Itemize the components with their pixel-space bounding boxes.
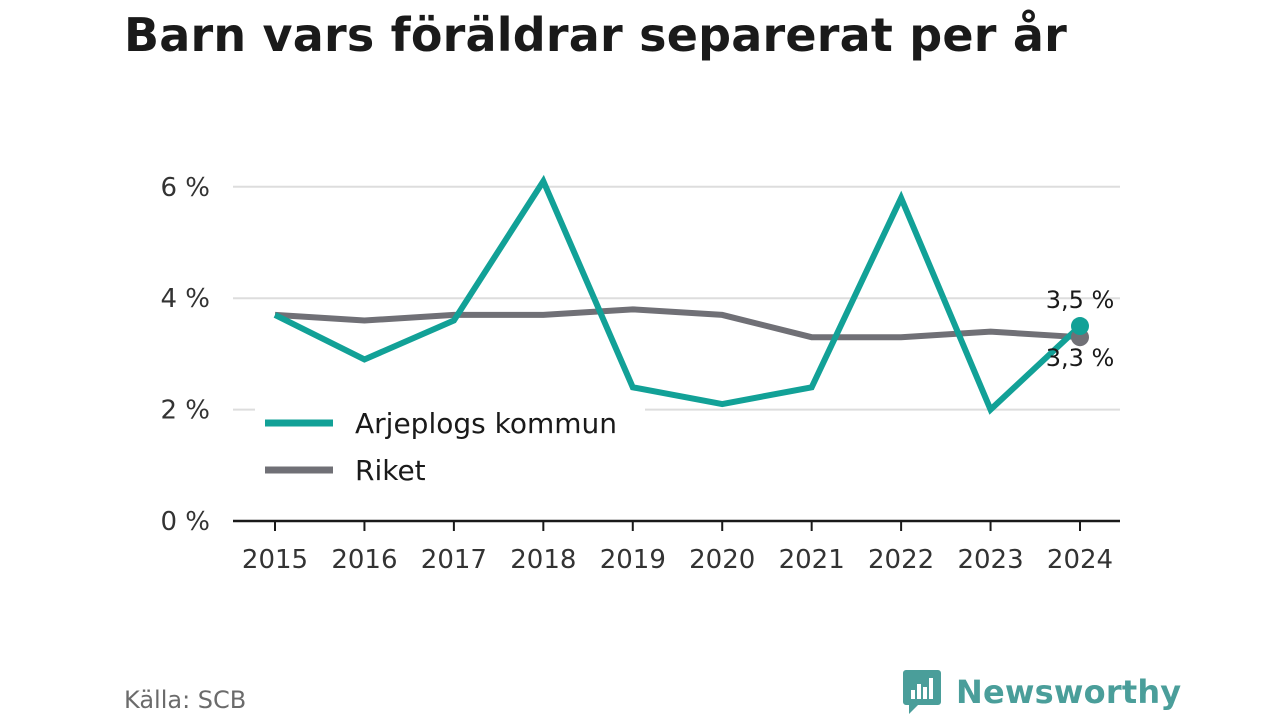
series-end-marker xyxy=(1071,317,1089,336)
y-axis: 0 % 2 % 4 % 6 % xyxy=(160,173,210,537)
x-tick-label: 2017 xyxy=(421,545,487,575)
y-tick-label: 6 % xyxy=(160,173,210,203)
series-line xyxy=(274,306,1081,341)
x-tick-label: 2023 xyxy=(957,545,1023,575)
legend-label: Riket xyxy=(355,454,426,487)
x-axis: 2015 2016 2017 2018 2019 2020 2021 2022 2023 2024 xyxy=(233,519,1120,575)
end-label: 3,5 % xyxy=(1046,286,1115,314)
y-tick-label: 4 % xyxy=(160,284,210,314)
x-tick-label: 2024 xyxy=(1047,545,1113,575)
series-line xyxy=(273,174,1083,415)
x-tick-label: 2016 xyxy=(331,545,397,575)
brand-logo: Newsworthy xyxy=(902,668,1181,716)
newsworthy-logo-icon xyxy=(903,670,941,714)
end-label: 3,3 % xyxy=(1046,344,1115,372)
y-tick-label: 2 % xyxy=(160,396,210,426)
legend-label: Arjeplogs kommun xyxy=(355,407,617,440)
gridlines xyxy=(233,185,1120,411)
y-tick-label: 0 % xyxy=(160,507,210,537)
series-lines xyxy=(273,174,1089,415)
x-tick-label: 2020 xyxy=(689,545,755,575)
brand-name: Newsworthy xyxy=(956,673,1182,711)
end-labels: 3,5 % 3,3 % xyxy=(1046,286,1115,372)
x-tick-label: 2022 xyxy=(868,545,934,575)
x-tick-label: 2021 xyxy=(779,545,845,575)
source-note: Källa: SCB xyxy=(124,686,247,714)
x-tick-label: 2015 xyxy=(242,545,308,575)
chart-title: Barn vars föräldrar separerat per år xyxy=(124,8,1068,62)
x-tick-label: 2018 xyxy=(510,545,576,575)
legend: Arjeplogs kommun Riket xyxy=(255,402,645,498)
x-tick-label: 2019 xyxy=(600,545,666,575)
legend-background xyxy=(255,402,645,498)
